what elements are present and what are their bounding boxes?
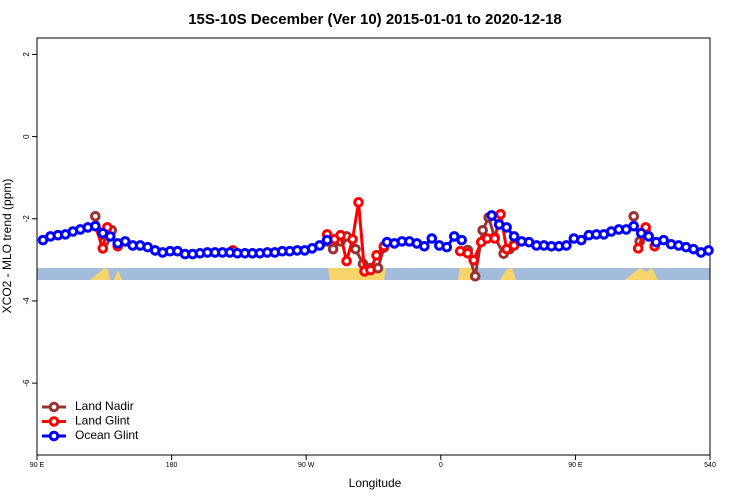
data-point — [327, 243, 339, 255]
data-point — [441, 241, 453, 253]
data-point — [658, 234, 669, 246]
y-axis-label: XCO2 - MLO trend (ppm) — [0, 179, 14, 314]
legend-label: Land Glint — [75, 414, 130, 428]
x-tick-label: 90 W — [298, 462, 315, 469]
data-point — [469, 270, 481, 282]
x-tick-label: 0 — [439, 462, 443, 469]
data-point — [489, 233, 500, 244]
land-patch — [625, 268, 658, 280]
data-point — [643, 231, 654, 242]
data-point — [371, 250, 382, 261]
data-point — [495, 208, 506, 220]
legend-label: Ocean Glint — [75, 428, 139, 442]
x-tick-label: 90 E — [568, 462, 583, 469]
data-point — [119, 236, 131, 247]
legend-marker — [48, 416, 60, 427]
data-point — [335, 229, 346, 241]
legend-marker — [48, 430, 60, 442]
y-tick-label: 2 — [22, 52, 31, 57]
chart-title: 15S-10S December (Ver 10) 2015-01-01 to … — [188, 11, 562, 28]
y-tick-label: -4 — [22, 297, 31, 305]
data-point — [104, 231, 116, 242]
y-tick-label: -6 — [22, 379, 31, 387]
data-point — [90, 211, 101, 222]
data-point — [341, 255, 352, 267]
data-point — [314, 240, 325, 251]
data-point — [347, 234, 358, 245]
data-point — [632, 243, 644, 254]
data-point — [486, 210, 497, 221]
data-point — [426, 233, 438, 244]
data-point — [321, 234, 333, 246]
x-axis-label: Longitude — [349, 476, 402, 490]
data-point — [365, 264, 376, 276]
data-point — [703, 245, 714, 256]
data-point — [576, 234, 587, 246]
data-point — [456, 234, 468, 246]
data-point — [90, 220, 101, 232]
legend-marker — [48, 401, 60, 413]
x-tick-label: 90 E — [30, 462, 45, 469]
data-point — [501, 222, 512, 233]
land-patch — [114, 270, 122, 280]
data-point — [353, 197, 364, 208]
data-point — [419, 240, 430, 252]
data-point — [628, 211, 640, 222]
y-tick-label: 0 — [22, 134, 31, 139]
data-point — [97, 243, 109, 254]
land-patch — [90, 268, 110, 280]
data-point — [628, 220, 640, 232]
x-tick-label: 180 — [166, 462, 178, 469]
data-point — [462, 247, 474, 259]
data-point — [477, 224, 488, 236]
y-tick-label: -2 — [22, 215, 31, 223]
data-point — [350, 243, 361, 255]
legend-label: Land Nadir — [75, 399, 134, 413]
land-patch — [500, 268, 516, 280]
x-tick-label: 540 — [704, 462, 716, 469]
data-point — [561, 240, 572, 251]
data-point — [508, 231, 520, 242]
data-point — [468, 254, 480, 266]
